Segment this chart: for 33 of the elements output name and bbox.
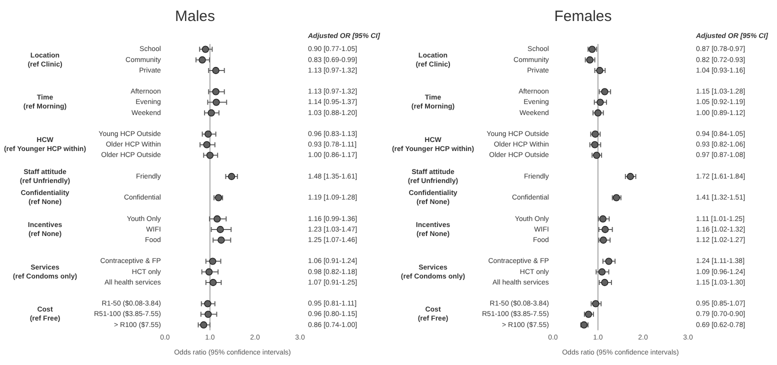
point: [228, 172, 236, 180]
point: [598, 268, 606, 276]
point: [212, 98, 220, 106]
point: [198, 56, 206, 64]
point: [596, 98, 604, 106]
point: [212, 88, 220, 96]
point: [204, 300, 212, 308]
point: [200, 321, 208, 328]
point: [203, 141, 210, 148]
point: [204, 130, 212, 138]
point: [218, 236, 225, 244]
point: [208, 109, 215, 116]
point: [591, 141, 598, 148]
point: [216, 226, 224, 234]
point: [626, 172, 634, 180]
point: [599, 215, 607, 222]
point: [206, 152, 214, 159]
point: [212, 66, 220, 74]
point: [202, 46, 210, 53]
point: [605, 258, 612, 265]
point: [209, 258, 216, 265]
point: [214, 215, 221, 222]
point: [602, 226, 609, 234]
point: [596, 66, 604, 74]
chart-title: Males: [174, 8, 216, 26]
chart-title: Females: [554, 8, 612, 26]
point: [601, 278, 608, 286]
point: [205, 268, 213, 276]
point: [600, 236, 607, 244]
point: [210, 278, 217, 286]
point: [204, 310, 212, 318]
point: [592, 300, 600, 308]
point: [601, 88, 608, 96]
